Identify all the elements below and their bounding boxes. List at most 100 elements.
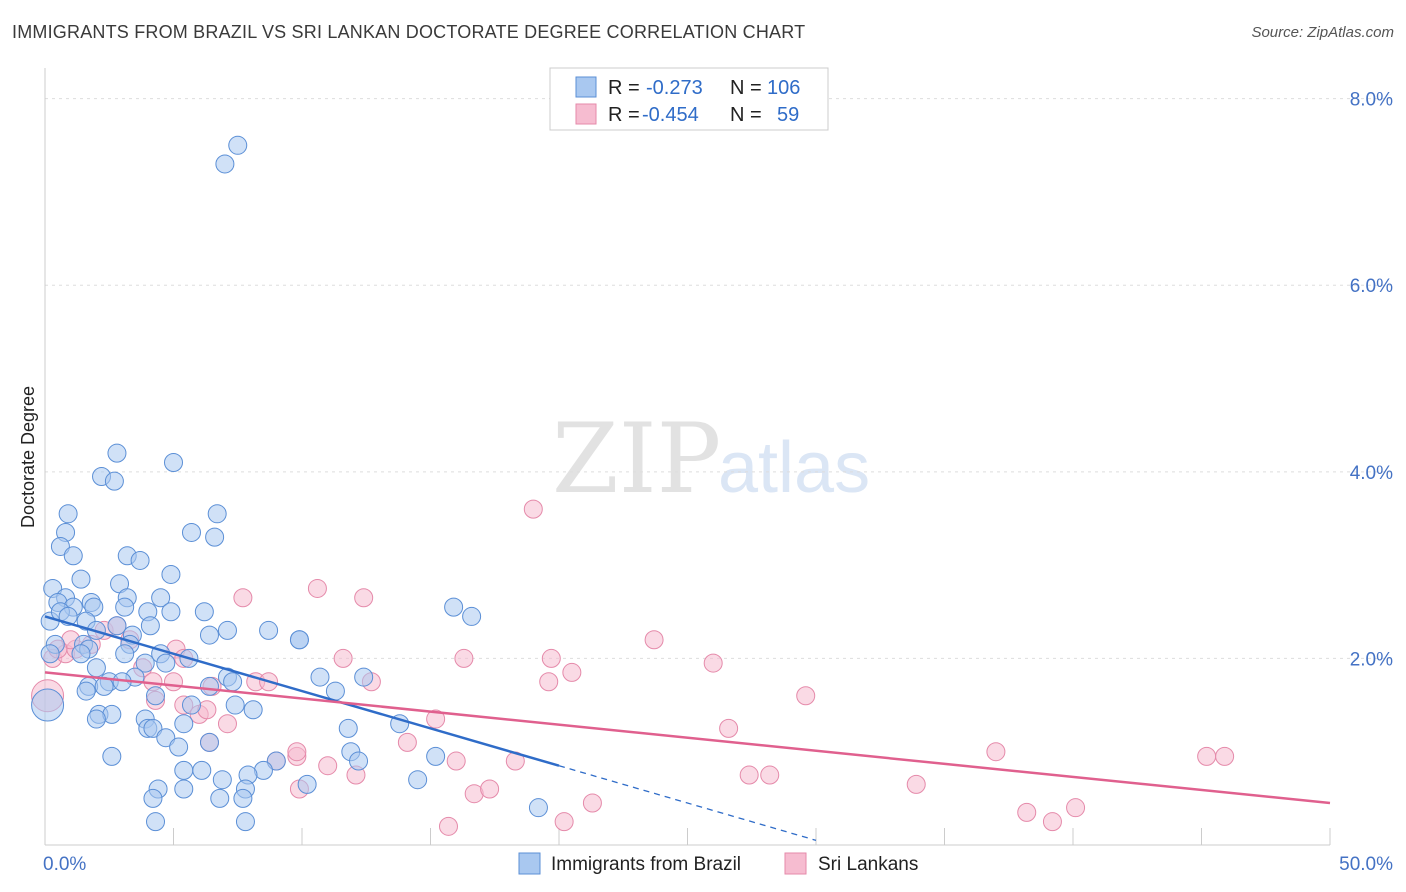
point-srilanka bbox=[906, 774, 926, 794]
correlation-legend: R = -0.273 N = 106 R = -0.454 N = 59 bbox=[549, 67, 829, 131]
x-tick-labels: 0.0% 50.0% bbox=[43, 854, 1393, 875]
point-srilanka bbox=[217, 714, 237, 734]
legend-r-value-brazil: -0.273 bbox=[646, 77, 703, 99]
legend-n-label-brazil: N = bbox=[730, 77, 762, 99]
point-srilanka bbox=[426, 709, 446, 729]
x-tick-label-max: 50.0% bbox=[1339, 854, 1393, 875]
series-legend: Immigrants from Brazil Sri Lankans bbox=[518, 852, 918, 875]
x-tick-label-min: 0.0% bbox=[43, 854, 86, 875]
point-srilanka bbox=[739, 765, 759, 785]
point-srilanka bbox=[446, 751, 466, 771]
point-srilanka bbox=[582, 793, 602, 813]
point-brazil bbox=[338, 718, 358, 738]
point-brazil bbox=[86, 658, 106, 678]
point-brazil bbox=[161, 602, 181, 622]
point-srilanka bbox=[1017, 802, 1037, 822]
point-brazil bbox=[462, 606, 482, 626]
point-brazil bbox=[194, 602, 214, 622]
point-brazil bbox=[243, 700, 263, 720]
point-brazil bbox=[164, 453, 183, 472]
watermark-zip: ZIP bbox=[552, 403, 721, 515]
point-brazil bbox=[40, 644, 60, 664]
watermark-atlas: atlas bbox=[718, 428, 870, 508]
point-srilanka bbox=[438, 816, 458, 836]
point-brazil bbox=[156, 728, 176, 748]
point-srilanka bbox=[541, 648, 561, 668]
series-immigrants-from-brazil bbox=[31, 135, 548, 832]
point-brazil bbox=[104, 471, 124, 491]
point-brazil bbox=[266, 751, 286, 771]
point-brazil bbox=[143, 788, 163, 808]
point-brazil bbox=[205, 527, 225, 547]
y-tick-label: 4.0% bbox=[1350, 463, 1393, 484]
y-axis-label: Doctorate Degree bbox=[18, 386, 38, 528]
point-brazil bbox=[225, 695, 245, 715]
point-brazil bbox=[174, 779, 194, 799]
point-srilanka bbox=[354, 588, 374, 608]
point-brazil bbox=[174, 760, 194, 780]
bottom-legend-label-srilanka: Sri Lankans bbox=[818, 854, 918, 875]
point-brazil bbox=[354, 667, 374, 687]
point-brazil bbox=[115, 644, 135, 664]
point-brazil bbox=[192, 760, 212, 780]
point-srilanka bbox=[333, 648, 353, 668]
point-srilanka bbox=[719, 718, 739, 738]
bottom-legend-swatch-srilanka bbox=[784, 852, 807, 875]
point-brazil bbox=[161, 564, 181, 584]
point-brazil bbox=[146, 686, 166, 706]
point-srilanka bbox=[562, 662, 582, 682]
point-brazil bbox=[31, 688, 65, 722]
y-tick-label: 6.0% bbox=[1350, 276, 1393, 297]
point-srilanka bbox=[287, 742, 307, 762]
point-brazil bbox=[71, 644, 91, 664]
point-brazil bbox=[210, 788, 230, 808]
point-brazil bbox=[349, 751, 369, 771]
point-brazil bbox=[169, 737, 189, 757]
legend-n-value-brazil: 106 bbox=[767, 77, 800, 99]
point-srilanka bbox=[554, 812, 574, 832]
point-srilanka bbox=[307, 578, 327, 598]
point-srilanka bbox=[397, 732, 417, 752]
point-brazil bbox=[217, 620, 237, 640]
point-brazil bbox=[76, 681, 96, 701]
point-brazil bbox=[207, 504, 227, 524]
gridlines bbox=[45, 98, 1392, 659]
point-brazil bbox=[528, 798, 548, 818]
point-brazil bbox=[107, 616, 127, 636]
point-srilanka bbox=[760, 765, 780, 785]
point-brazil bbox=[228, 135, 248, 155]
point-brazil bbox=[181, 522, 201, 542]
point-brazil bbox=[50, 536, 70, 556]
source-credit: Source: ZipAtlas.com bbox=[1251, 24, 1394, 41]
point-srilanka bbox=[454, 648, 474, 668]
chart-title: IMMIGRANTS FROM BRAZIL VS SRI LANKAN DOC… bbox=[12, 22, 806, 42]
point-brazil bbox=[199, 625, 219, 645]
trend-line-brazil bbox=[44, 615, 560, 767]
point-brazil bbox=[135, 653, 155, 673]
point-brazil bbox=[297, 774, 317, 794]
point-srilanka bbox=[1197, 746, 1217, 766]
point-brazil bbox=[259, 620, 279, 640]
bottom-legend-label-brazil: Immigrants from Brazil bbox=[551, 854, 741, 875]
legend-n-value-srilanka: 59 bbox=[777, 104, 799, 126]
point-srilanka bbox=[703, 653, 723, 673]
trend-line-brazil-extension bbox=[558, 765, 817, 841]
y-tick-labels: 2.0% 4.0% 6.0% 8.0% bbox=[1350, 90, 1393, 671]
point-srilanka bbox=[644, 630, 664, 650]
point-srilanka bbox=[539, 672, 559, 692]
point-srilanka bbox=[523, 499, 543, 519]
point-srilanka bbox=[1215, 746, 1235, 766]
point-srilanka bbox=[1042, 812, 1062, 832]
point-brazil bbox=[310, 667, 330, 687]
point-brazil bbox=[325, 681, 345, 701]
point-brazil bbox=[289, 630, 309, 650]
point-brazil bbox=[86, 709, 106, 729]
point-brazil bbox=[199, 732, 219, 752]
point-brazil bbox=[107, 443, 127, 463]
watermark: ZIP atlas bbox=[552, 403, 870, 515]
point-brazil bbox=[233, 788, 253, 808]
point-brazil bbox=[102, 746, 122, 766]
legend-swatch-srilanka bbox=[575, 103, 597, 125]
point-brazil bbox=[63, 546, 83, 566]
